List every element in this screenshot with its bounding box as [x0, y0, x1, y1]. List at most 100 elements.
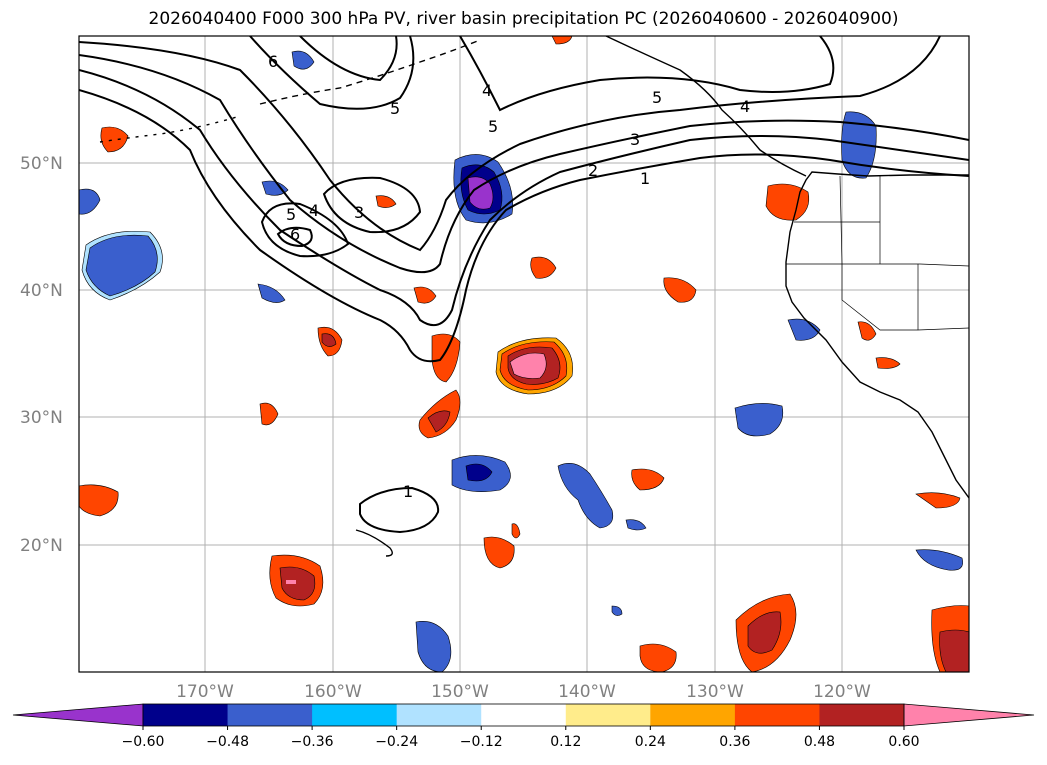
hawaii	[355, 529, 393, 557]
precip-positive-center	[495, 337, 573, 395]
precip-field	[79, 36, 969, 672]
colorbar-extend-min	[12, 703, 144, 727]
graticule	[79, 36, 969, 672]
contour-label: 4	[309, 201, 319, 220]
colorbar-bin	[312, 704, 398, 726]
colorbar-bin	[734, 704, 820, 726]
colorbar-bin	[650, 704, 736, 726]
latitude-labels: 50°N 40°N 30°N 20°N	[20, 154, 63, 556]
precip-positive-small	[875, 357, 901, 369]
contour-label: 5	[652, 88, 662, 107]
contour-label: 2	[588, 161, 598, 180]
precip-positive-northwest	[100, 126, 129, 153]
pv-contour-5	[249, 36, 415, 110]
precip-positive-east	[631, 468, 665, 491]
contour-label: 5	[286, 205, 296, 224]
colorbar-bin	[481, 704, 567, 726]
precip-positive-small	[639, 643, 677, 672]
west-coast	[785, 171, 969, 499]
precip-negative-small	[611, 605, 623, 616]
lon-label: 120°W	[813, 682, 871, 702]
contour-label: 1	[640, 169, 650, 188]
colorbar-tick-label: −0.48	[206, 734, 249, 750]
colorbar-tick-label: −0.24	[375, 734, 418, 750]
colorbar-bin	[143, 704, 229, 726]
pv-contour-closed-6	[276, 226, 313, 248]
precip-negative-se	[915, 549, 963, 571]
pv-contour-6	[299, 36, 398, 82]
pv-contour-closed-1	[359, 486, 440, 534]
contour-label-group: 6 5 4 5 5 4 3 2 1 5 4 3 6 1	[268, 52, 750, 501]
colorbar-tick-label: 0.60	[888, 734, 919, 750]
contour-label: 3	[630, 130, 640, 149]
map-title: 2026040400 F000 300 hPa PV, river basin …	[148, 9, 899, 29]
precip-positive-corner-core	[939, 629, 969, 672]
lat-label: 50°N	[20, 154, 63, 174]
precip-positive-oregon	[765, 183, 810, 221]
coastlines	[99, 36, 969, 557]
precip-positive-small	[530, 256, 557, 279]
precip-positive-small	[375, 195, 397, 208]
lon-label: 150°W	[431, 682, 489, 702]
colorbar: −0.60 −0.48 −0.36 −0.24 −0.12 0.12 0.24 0.36 0.4…	[12, 703, 1035, 750]
precip-positive-southeast-core	[747, 611, 782, 654]
contour-label: 5	[488, 117, 498, 136]
colorbar-frame	[142, 703, 905, 727]
lat-label: 30°N	[20, 408, 63, 428]
precip-positive-west-edge	[79, 484, 119, 517]
colorbar-tick-label: 0.48	[804, 734, 835, 750]
precip-negative-coast	[787, 318, 821, 341]
precip-positive-sw-peak	[286, 580, 296, 584]
precip-positive-small	[551, 36, 573, 45]
precip-positive-sw-core	[279, 566, 316, 601]
precip-negative-west	[81, 230, 163, 301]
colorbar-tick-label: 0.24	[635, 734, 666, 750]
lon-label: 170°W	[176, 682, 234, 702]
longitude-labels: 170°W 160°W 150°W 140°W 130°W 120°W	[176, 682, 871, 702]
precip-positive-small	[915, 492, 961, 509]
lat-label: 40°N	[20, 281, 63, 301]
precip-negative-small	[625, 519, 647, 531]
pv-contour-1	[79, 89, 969, 363]
precip-positive-small	[511, 523, 521, 539]
contour-label: 6	[290, 225, 300, 244]
colorbar-tick-label: −0.60	[122, 734, 165, 750]
pv-contour-7	[459, 36, 835, 112]
alaska-bc-coast	[605, 36, 807, 177]
colorbar-bin	[819, 704, 905, 726]
lon-label: 130°W	[686, 682, 744, 702]
lat-label: 20°N	[20, 536, 63, 556]
pv-contour-closed-4	[260, 202, 350, 258]
colorbar-extend-max	[903, 703, 1035, 727]
contour-label: 4	[482, 81, 492, 100]
precip-negative-south	[415, 621, 452, 672]
aleutian-chain	[259, 39, 481, 105]
precip-negative-small	[291, 50, 315, 70]
precip-negative-center	[453, 154, 513, 224]
precip-negative-small	[261, 180, 289, 196]
pv-contour-4	[79, 36, 941, 252]
precip-negative-sub-core	[465, 463, 493, 482]
map-frame	[78, 35, 970, 673]
contour-label: 5	[390, 99, 400, 118]
lon-label: 140°W	[558, 682, 616, 702]
precip-negative-east	[734, 403, 784, 437]
precip-positive-mid2-core	[427, 410, 451, 433]
colorbar-tick-label: −0.12	[460, 734, 503, 750]
colorbar-bin	[227, 704, 313, 726]
precip-positive-small	[857, 321, 877, 341]
map-area: 6 5 4 5 5 4 3 2 1 5 4 3 6 1	[79, 36, 969, 672]
contour-label: 1	[403, 482, 413, 501]
precip-positive-mid	[431, 333, 461, 383]
pv-contour-3	[79, 54, 969, 274]
precip-positive-small	[259, 402, 279, 426]
precip-negative-band	[557, 463, 614, 529]
state-borders	[786, 175, 969, 331]
precip-positive-south	[483, 536, 515, 569]
precip-negative-small	[257, 283, 286, 303]
aleutian-west	[99, 115, 241, 143]
precip-positive-small-core	[321, 333, 337, 347]
pv-contour-2	[79, 69, 969, 327]
precip-positive-east	[663, 277, 697, 303]
